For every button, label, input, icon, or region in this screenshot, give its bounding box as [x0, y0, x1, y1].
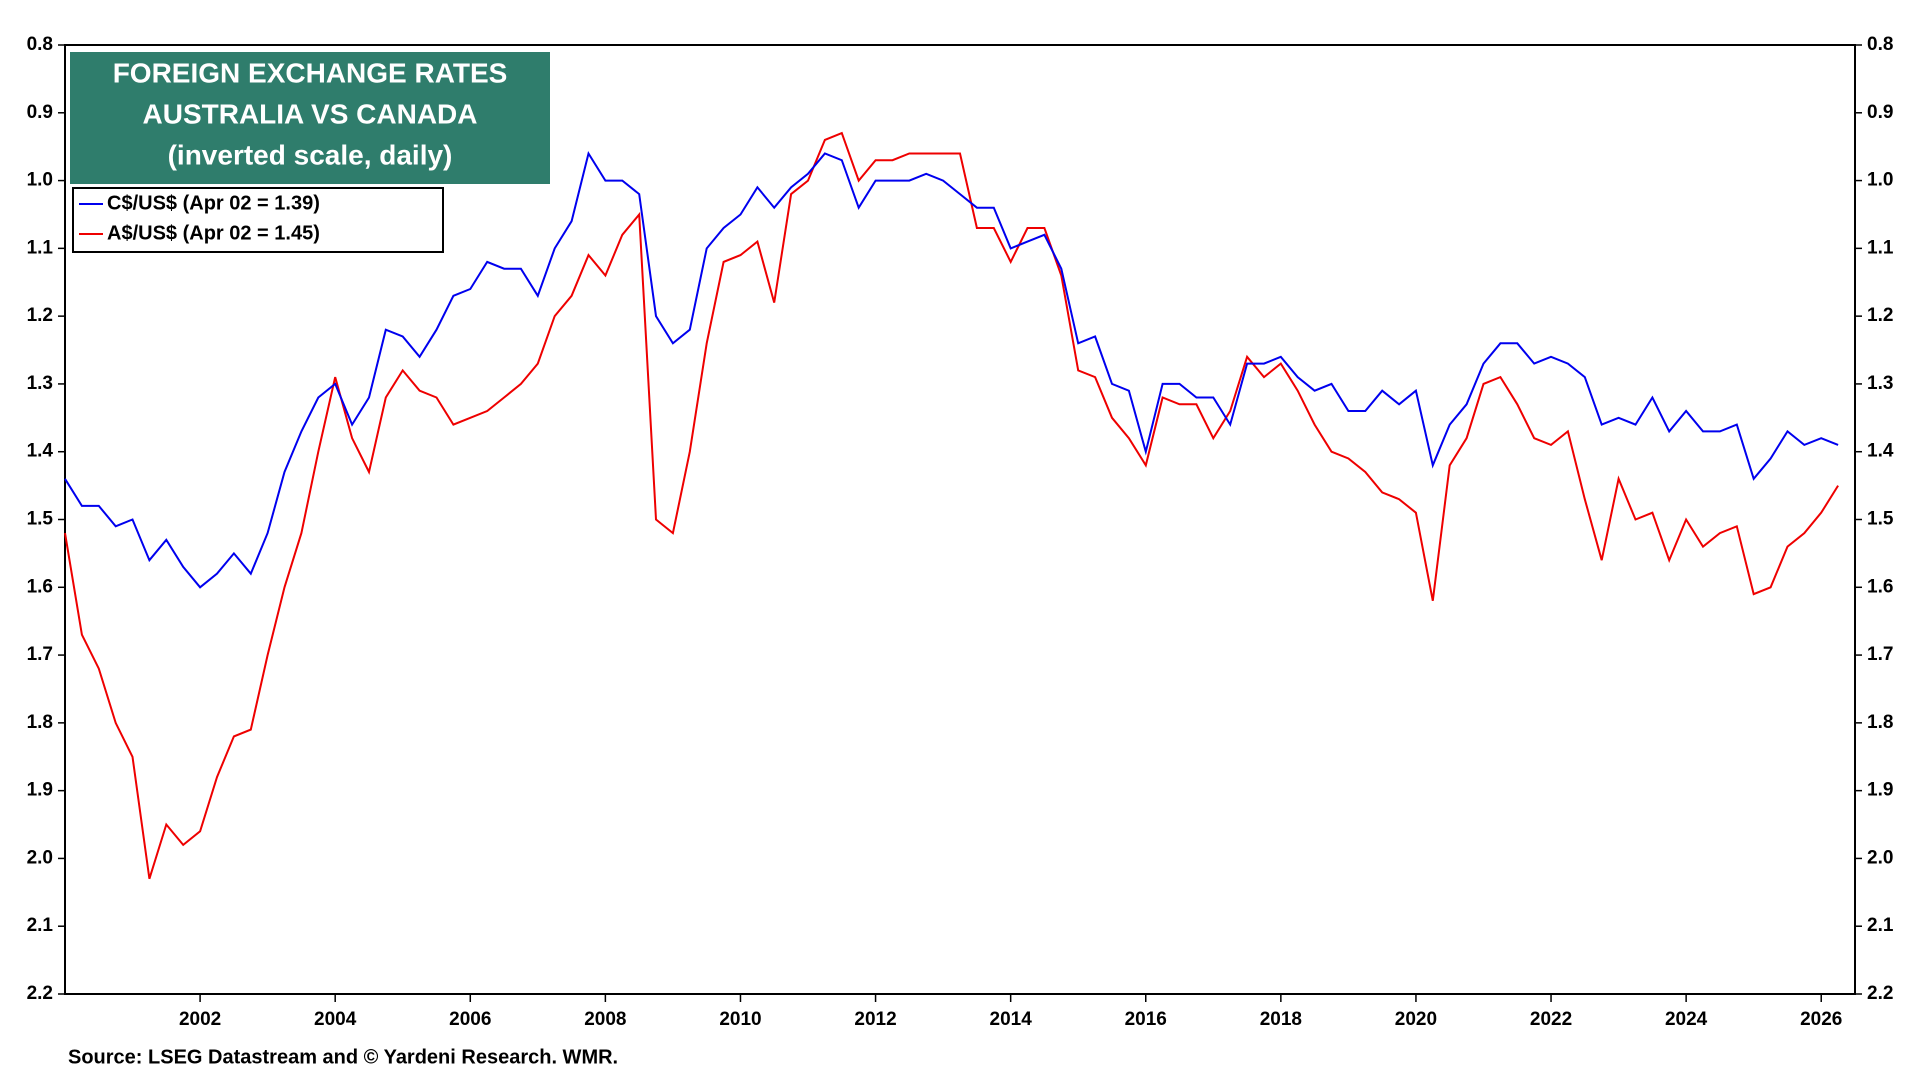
- y-tick-label: 1.7: [27, 644, 53, 665]
- chart-title: AUSTRALIA VS CANADA: [143, 98, 478, 129]
- x-tick-label: 2024: [1665, 1009, 1708, 1030]
- x-tick-label: 2022: [1530, 1009, 1572, 1030]
- x-tick-label: 2008: [584, 1009, 626, 1030]
- x-tick-label: 2012: [854, 1009, 896, 1030]
- y2-tick-label: 1.8: [1867, 712, 1893, 733]
- y2-tick-label: 1.6: [1867, 576, 1893, 597]
- x-tick-label: 2006: [449, 1009, 491, 1030]
- x-tick-label: 2016: [1125, 1009, 1167, 1030]
- y2-tick-label: 1.4: [1867, 441, 1894, 462]
- y2-tick-label: 0.9: [1867, 102, 1893, 123]
- y2-tick-label: 1.3: [1867, 373, 1893, 394]
- y-tick-label: 1.3: [27, 373, 53, 394]
- x-tick-label: 2004: [314, 1009, 357, 1030]
- y-tick-label: 2.1: [27, 915, 54, 936]
- x-tick-label: 2014: [990, 1009, 1033, 1030]
- y-tick-label: 1.2: [27, 305, 53, 326]
- legend-label: A$/US$ (Apr 02 = 1.45): [107, 222, 320, 244]
- y2-tick-label: 1.5: [1867, 509, 1894, 530]
- legend-box: [72, 187, 444, 253]
- y-tick-label: 0.8: [27, 34, 53, 55]
- y2-tick-label: 2.1: [1867, 915, 1894, 936]
- y-tick-label: 1.4: [27, 441, 54, 462]
- y-tick-label: 1.5: [27, 509, 54, 530]
- series-line: [64, 150, 1839, 589]
- y2-tick-label: 2.0: [1867, 847, 1893, 868]
- title-box: [70, 52, 550, 184]
- series-line: [64, 131, 1839, 880]
- legend-label: C$/US$ (Apr 02 = 1.39): [107, 192, 320, 214]
- source-note: Source: LSEG Datastream and © Yardeni Re…: [68, 1046, 618, 1068]
- y2-tick-label: 1.1: [1867, 237, 1894, 258]
- x-tick-label: 2026: [1800, 1009, 1842, 1030]
- x-tick-label: 2018: [1260, 1009, 1302, 1030]
- y-tick-label: 1.1: [27, 237, 54, 258]
- y2-tick-label: 0.8: [1867, 34, 1893, 55]
- y-tick-label: 1.6: [27, 576, 53, 597]
- x-tick-label: 2002: [179, 1009, 221, 1030]
- y-tick-label: 0.9: [27, 102, 53, 123]
- y-tick-label: 2.2: [27, 983, 53, 1004]
- y2-tick-label: 1.0: [1867, 170, 1893, 191]
- x-tick-label: 2020: [1395, 1009, 1437, 1030]
- chart-title: (inverted scale, daily): [168, 139, 453, 170]
- y2-tick-label: 1.9: [1867, 780, 1893, 801]
- y2-tick-label: 1.2: [1867, 305, 1893, 326]
- y2-tick-label: 2.2: [1867, 983, 1893, 1004]
- y-tick-label: 1.8: [27, 712, 53, 733]
- y-tick-label: 1.9: [27, 780, 53, 801]
- y-tick-label: 2.0: [27, 847, 53, 868]
- chart-title: FOREIGN EXCHANGE RATES: [113, 57, 508, 88]
- y-tick-label: 1.0: [27, 170, 53, 191]
- y2-tick-label: 1.7: [1867, 644, 1893, 665]
- x-tick-label: 2010: [719, 1009, 761, 1030]
